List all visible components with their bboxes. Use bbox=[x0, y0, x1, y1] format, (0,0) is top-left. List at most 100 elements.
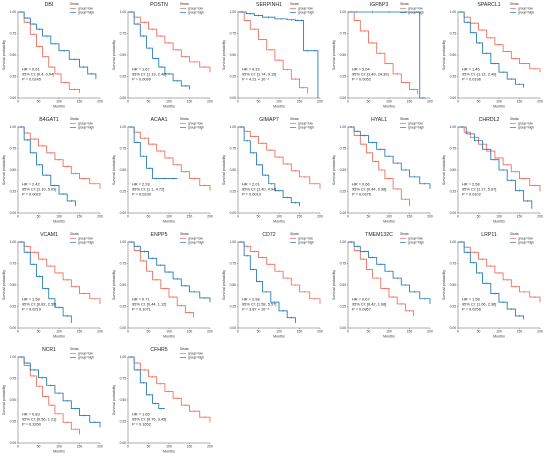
x-axis-label: Months bbox=[383, 220, 395, 224]
legend-title: Strata bbox=[290, 232, 299, 236]
y-axis-label: Survival probability bbox=[2, 385, 6, 415]
km-curve-high bbox=[458, 241, 525, 320]
legend-title: Strata bbox=[70, 347, 79, 351]
x-tick-label: 150 bbox=[517, 100, 523, 104]
km-curve-low bbox=[348, 11, 419, 95]
km-panel-tmem132c: TMEM132C Strata group=low group=high 0.00 0.2… bbox=[330, 230, 440, 345]
x-tick-label: 150 bbox=[77, 330, 83, 334]
y-tick-label: 0.25 bbox=[230, 75, 237, 79]
y-tick-label: 0.75 bbox=[450, 262, 457, 266]
gene-title: CFHR5 bbox=[150, 347, 167, 353]
gene-title: TMEM132C bbox=[365, 232, 393, 238]
x-tick-label: 0 bbox=[347, 215, 349, 219]
stat-annotation: 95% CI: [1.49, 24.39] bbox=[352, 71, 389, 76]
x-tick-label: 100 bbox=[386, 330, 392, 334]
x-tick-label: 0 bbox=[347, 330, 349, 334]
legend-label-low: group=low bbox=[188, 237, 203, 241]
x-tick-label: 150 bbox=[187, 445, 193, 449]
y-axis-label: Survival probability bbox=[112, 270, 116, 300]
x-tick-label: 0 bbox=[17, 100, 19, 104]
x-axis-label: Months bbox=[163, 220, 175, 224]
legend-label-low: group=low bbox=[298, 7, 313, 11]
y-tick-label: 1.00 bbox=[340, 240, 347, 244]
y-tick-label: 1.00 bbox=[450, 125, 457, 129]
stat-annotation: P = 0.0022 bbox=[22, 191, 41, 196]
x-tick-label: 200 bbox=[427, 100, 433, 104]
y-tick-label: 0.00 bbox=[10, 441, 17, 445]
y-axis-label: Survival probability bbox=[2, 155, 6, 185]
y-tick-label: 0.25 bbox=[120, 305, 127, 309]
km-curve-low bbox=[128, 11, 211, 73]
y-axis-label: Survival probability bbox=[442, 270, 446, 300]
y-tick-label: 0.00 bbox=[120, 441, 127, 445]
x-tick-label: 50 bbox=[147, 330, 151, 334]
gene-title: SERPINH1 bbox=[256, 2, 282, 8]
x-tick-label: 50 bbox=[477, 330, 481, 334]
x-tick-label: 100 bbox=[496, 215, 502, 219]
y-tick-label: 0.00 bbox=[10, 96, 17, 100]
y-tick-label: 0.25 bbox=[450, 305, 457, 309]
stat-annotation: HR = 0.71 bbox=[132, 296, 150, 301]
y-tick-label: 0.75 bbox=[120, 377, 127, 381]
y-tick-label: 0.75 bbox=[120, 262, 127, 266]
km-panel-ncr1: NCR1 Strata group=low group=high 0.00 0.25 0.5… bbox=[0, 345, 110, 460]
legend-label-high: group=high bbox=[408, 11, 424, 15]
stat-annotation: HR = 5.04 bbox=[352, 66, 370, 71]
stat-annotation: HR = 2.58 bbox=[462, 181, 480, 186]
y-tick-label: 0.75 bbox=[450, 147, 457, 151]
x-tick-label: 200 bbox=[207, 100, 213, 104]
x-axis-label: Months bbox=[493, 220, 505, 224]
x-tick-label: 100 bbox=[276, 215, 282, 219]
stat-annotation: P = 0.0010 bbox=[242, 191, 262, 196]
x-axis-label: Months bbox=[273, 335, 285, 339]
x-tick-label: 0 bbox=[457, 330, 459, 334]
legend-title: Strata bbox=[70, 232, 79, 236]
x-tick-label: 0 bbox=[17, 215, 19, 219]
y-axis-label: Survival probability bbox=[222, 40, 226, 70]
x-tick-label: 100 bbox=[166, 215, 172, 219]
stat-annotation: 95% CI: [1.17, 5.67] bbox=[462, 186, 496, 191]
y-tick-label: 0.50 bbox=[120, 283, 127, 287]
y-tick-label: 0.00 bbox=[450, 96, 457, 100]
x-tick-label: 100 bbox=[166, 445, 172, 449]
y-tick-label: 0.00 bbox=[10, 211, 17, 215]
stat-annotation: 95% CI: [0.82, 2.56] bbox=[22, 301, 56, 306]
legend-label-high: group=high bbox=[188, 356, 204, 360]
x-tick-label: 200 bbox=[207, 215, 213, 219]
y-axis-label: Survival probability bbox=[332, 270, 336, 300]
legend-title: Strata bbox=[290, 117, 299, 121]
y-tick-label: 0.75 bbox=[340, 32, 347, 36]
y-tick-label: 0.50 bbox=[230, 283, 237, 287]
y-axis-label: Survival probability bbox=[2, 270, 6, 300]
x-tick-label: 0 bbox=[457, 100, 459, 104]
legend-label-high: group=high bbox=[298, 11, 314, 15]
legend-label-low: group=low bbox=[188, 352, 203, 356]
stat-annotation: HR = 4.32 bbox=[242, 66, 260, 71]
y-tick-label: 0.50 bbox=[230, 168, 237, 172]
x-tick-label: 100 bbox=[56, 100, 62, 104]
km-panel-lrp11: LRP11 Strata group=low group=high 0.00 0.25 0.… bbox=[440, 230, 550, 345]
y-tick-label: 1.00 bbox=[230, 10, 237, 14]
stat-annotation: P = 0.0245 bbox=[22, 76, 41, 81]
y-tick-label: 0.00 bbox=[230, 211, 237, 215]
gene-title: ENPP5 bbox=[150, 232, 167, 238]
x-axis-label: Months bbox=[163, 335, 175, 339]
x-axis-label: Months bbox=[53, 335, 65, 339]
x-tick-label: 200 bbox=[317, 215, 323, 219]
legend-title: Strata bbox=[180, 2, 189, 6]
x-tick-label: 150 bbox=[297, 100, 303, 104]
y-tick-label: 0.75 bbox=[450, 32, 457, 36]
km-curve-high bbox=[128, 241, 211, 303]
stat-annotation: HR = 0.61 bbox=[22, 66, 40, 71]
y-axis-label: Survival probability bbox=[112, 40, 116, 70]
x-tick-label: 150 bbox=[77, 100, 83, 104]
y-tick-label: 0.75 bbox=[120, 147, 127, 151]
legend-label-high: group=high bbox=[188, 11, 204, 15]
x-tick-label: 150 bbox=[407, 215, 413, 219]
x-tick-label: 200 bbox=[427, 215, 433, 219]
y-tick-label: 0.25 bbox=[450, 190, 457, 194]
